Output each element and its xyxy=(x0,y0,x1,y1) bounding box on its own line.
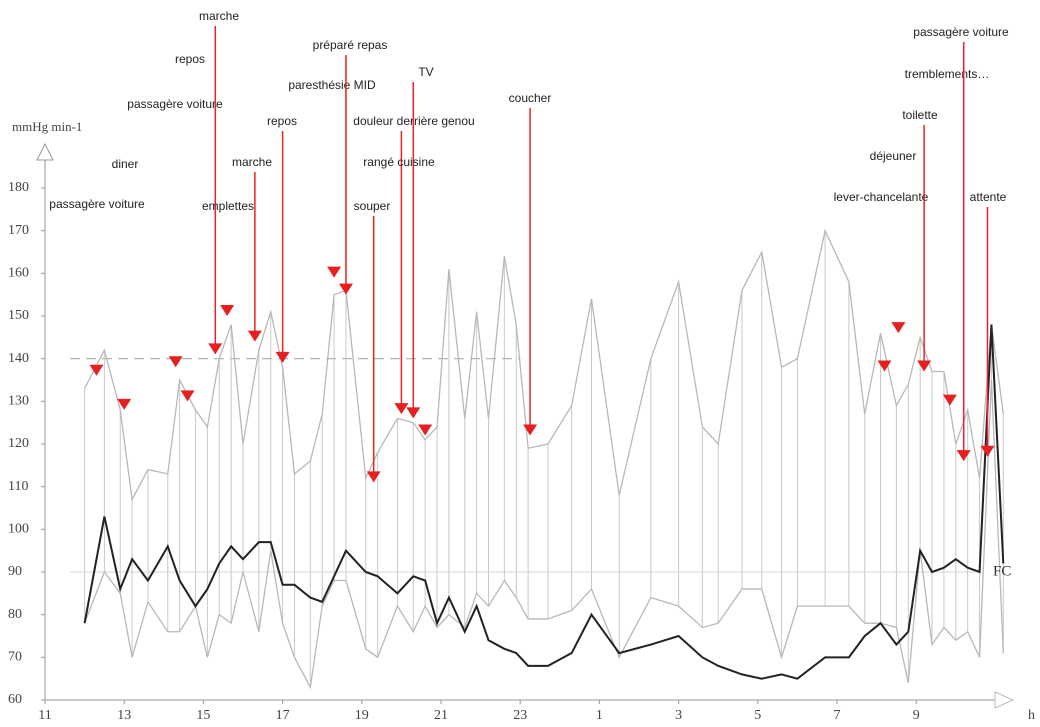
annotation-label: passagère voiture xyxy=(913,25,1009,39)
x-tick-label: 21 xyxy=(434,708,448,723)
y-tick-label: 180 xyxy=(8,180,29,195)
annotation-marker xyxy=(942,394,957,406)
annotation-label: repos xyxy=(175,52,205,66)
annotation-label: TV xyxy=(418,65,433,79)
annotation-marker xyxy=(180,390,195,402)
annotation-label: attente xyxy=(970,190,1007,204)
y-tick-label: 90 xyxy=(8,564,22,579)
y-tick-label: 150 xyxy=(8,308,29,323)
y-tick-label: 120 xyxy=(8,436,29,451)
annotation-label: marche xyxy=(199,9,239,23)
x-tick-label: 3 xyxy=(675,708,682,723)
annotation-label: souper xyxy=(354,199,391,213)
annotation-label: tremblements… xyxy=(905,67,990,81)
annotation-label: diner xyxy=(112,157,139,171)
annotation-label: toilette xyxy=(902,108,938,122)
annotation-marker xyxy=(208,343,223,355)
x-axis-arrow xyxy=(994,691,1015,709)
annotation-marker xyxy=(418,424,433,436)
annotation-label: coucher xyxy=(509,91,552,105)
x-tick-label: 1 xyxy=(596,708,603,723)
annotation-marker xyxy=(980,445,995,457)
annotation-marker xyxy=(275,351,290,363)
annotation-label: préparé repas xyxy=(313,38,388,52)
annotation-marker xyxy=(366,471,381,483)
annotation-marker xyxy=(327,266,342,278)
y-axis-label: mmHg min-1 xyxy=(12,119,82,134)
annotation-marker xyxy=(89,364,104,376)
annotation-label: paresthésie MID xyxy=(288,78,376,92)
annotation-marker xyxy=(117,398,132,410)
annotation-label: passagère voiture xyxy=(49,197,145,211)
x-tick-label: 9 xyxy=(913,708,920,723)
annotation-marker xyxy=(394,403,409,415)
annotation-marker xyxy=(220,305,235,316)
annotation-marker xyxy=(891,322,906,334)
annotation-label: marche xyxy=(232,155,272,169)
series-label: FC xyxy=(993,563,1011,579)
annotation-label: déjeuner xyxy=(870,149,917,163)
annotation-label: lever-chancelante xyxy=(834,190,929,204)
x-tick-label: 5 xyxy=(754,708,761,723)
annotation-marker xyxy=(247,330,262,342)
x-tick-label: 13 xyxy=(117,708,131,723)
series-line xyxy=(84,228,1004,502)
x-tick-label: 19 xyxy=(355,708,369,723)
x-tick-label: 23 xyxy=(513,708,527,723)
annotation-marker xyxy=(168,356,183,368)
annotation-label: passagère voiture xyxy=(127,97,223,111)
x-tick-label: 17 xyxy=(276,708,290,723)
annotation-marker xyxy=(956,450,971,462)
y-tick-label: 70 xyxy=(8,650,22,665)
annotation-marker xyxy=(523,424,538,436)
y-tick-label: 110 xyxy=(8,479,28,494)
y-axis-arrow xyxy=(36,142,54,161)
y-tick-label: 170 xyxy=(8,223,29,238)
x-tick-label: 11 xyxy=(38,708,51,723)
annotation-label: rangé cuisine xyxy=(363,155,435,169)
annotation-marker xyxy=(877,360,892,372)
y-tick-label: 80 xyxy=(8,607,22,622)
y-tick-label: 140 xyxy=(8,351,29,366)
y-tick-label: 130 xyxy=(8,394,29,409)
annotation-marker xyxy=(917,360,932,372)
annotation-marker xyxy=(338,283,353,295)
y-tick-label: 160 xyxy=(8,266,29,281)
annotation-marker xyxy=(406,407,421,419)
series-line xyxy=(83,379,1004,690)
y-tick-label: 60 xyxy=(8,692,22,707)
annotation-label: emplettes xyxy=(202,199,254,213)
x-tick-label: 15 xyxy=(196,708,210,723)
x-tick-label: 7 xyxy=(834,708,841,723)
y-tick-label: 100 xyxy=(8,522,29,537)
series-line xyxy=(83,324,1005,680)
x-unit-label: h xyxy=(1028,708,1035,723)
annotation-label: repos xyxy=(267,114,297,128)
